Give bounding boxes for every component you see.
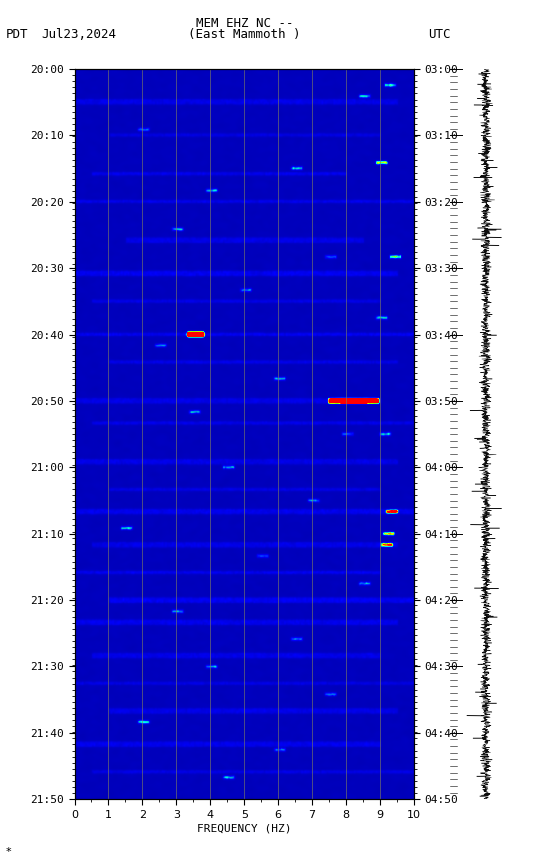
Text: UTC: UTC [428, 29, 450, 41]
Text: Jul23,2024: Jul23,2024 [41, 29, 116, 41]
Text: (East Mammoth ): (East Mammoth ) [188, 29, 300, 41]
Text: MEM EHZ NC --: MEM EHZ NC -- [195, 17, 293, 30]
X-axis label: FREQUENCY (HZ): FREQUENCY (HZ) [197, 823, 291, 834]
Text: *: * [6, 847, 11, 857]
Text: PDT: PDT [6, 29, 28, 41]
